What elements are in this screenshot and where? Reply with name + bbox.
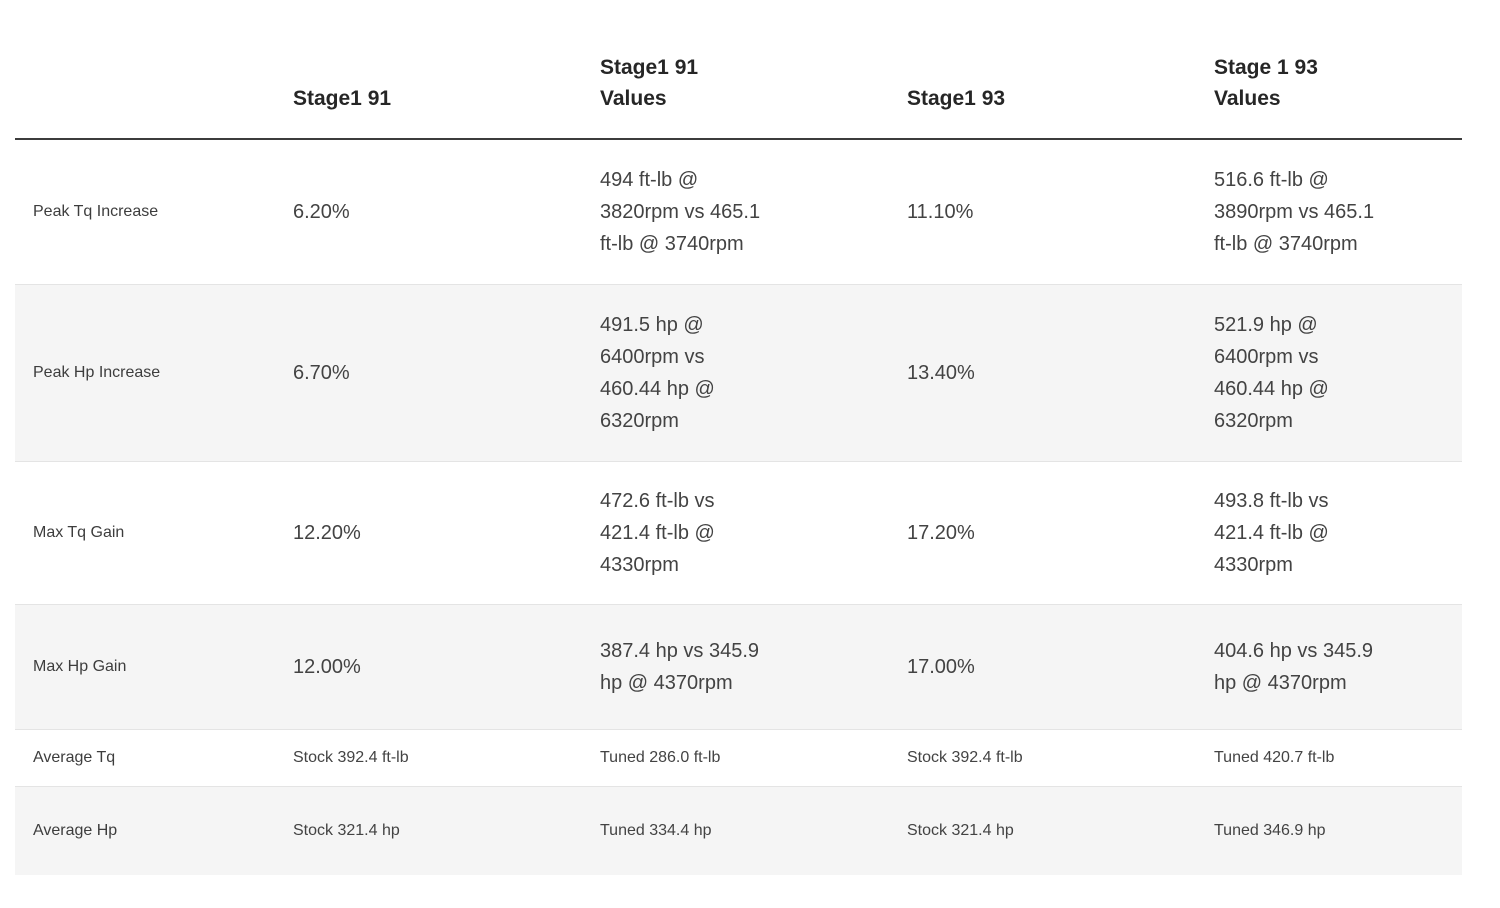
cell-value: 13.40% bbox=[907, 362, 975, 384]
cell-value: Tuned 346.9 hp bbox=[1214, 822, 1326, 839]
table-cell: Stock 392.4 ft-lb bbox=[293, 729, 600, 787]
row-label: Max Hp Gain bbox=[15, 604, 293, 730]
table-cell: Tuned 420.7 ft-lb bbox=[1214, 729, 1462, 787]
col-header-stage1-93-values: Stage 1 93 Values bbox=[1214, 0, 1462, 140]
header-row: Stage1 91 Stage1 91 Values Stage1 93 Sta… bbox=[15, 0, 1462, 140]
table-cell: 493.8 ft-lb vs 421.4 ft-lb @ 4330rpm bbox=[1214, 461, 1462, 605]
row-label: Peak Hp Increase bbox=[15, 284, 293, 462]
cell-value: 472.6 ft-lb vs 421.4 ft-lb @ 4330rpm bbox=[600, 490, 715, 576]
table-row: Peak Tq Increase 6.20% 494 ft-lb @ 3820r… bbox=[15, 138, 1462, 285]
cell-value: Stock 321.4 hp bbox=[907, 822, 1014, 839]
table-cell: 516.6 ft-lb @ 3890rpm vs 465.1 ft-lb @ 3… bbox=[1214, 138, 1462, 285]
col-header-stage1-91: Stage1 91 bbox=[293, 0, 600, 140]
cell-value: Tuned 420.7 ft-lb bbox=[1214, 749, 1335, 766]
cell-value: 516.6 ft-lb @ 3890rpm vs 465.1 ft-lb @ 3… bbox=[1214, 169, 1375, 255]
cell-value: 387.4 hp vs 345.9 hp @ 4370rpm bbox=[600, 640, 760, 694]
cell-value: 491.5 hp @ 6400rpm vs 460.44 hp @ 6320rp… bbox=[600, 314, 715, 432]
cell-value: 11.10% bbox=[907, 201, 974, 223]
col-header-empty bbox=[15, 0, 293, 140]
table-cell: Stock 392.4 ft-lb bbox=[907, 729, 1214, 787]
cell-value: 521.9 hp @ 6400rpm vs 460.44 hp @ 6320rp… bbox=[1214, 314, 1329, 432]
table-cell: 404.6 hp vs 345.9 hp @ 4370rpm bbox=[1214, 604, 1462, 730]
table-row: Average Tq Stock 392.4 ft-lb Tuned 286.0… bbox=[15, 729, 1462, 787]
table-row: Average Hp Stock 321.4 hp Tuned 334.4 hp… bbox=[15, 786, 1462, 875]
table-cell: Tuned 346.9 hp bbox=[1214, 786, 1462, 875]
table-row: Peak Hp Increase 6.70% 491.5 hp @ 6400rp… bbox=[15, 284, 1462, 462]
row-label: Max Tq Gain bbox=[15, 461, 293, 605]
cell-value: Stock 321.4 hp bbox=[293, 822, 400, 839]
table-cell: 13.40% bbox=[907, 284, 1214, 462]
table-cell: Tuned 286.0 ft-lb bbox=[600, 729, 907, 787]
table-cell: 12.20% bbox=[293, 461, 600, 605]
cell-value: 12.20% bbox=[293, 522, 361, 544]
row-label: Peak Tq Increase bbox=[15, 138, 293, 285]
table-cell: 491.5 hp @ 6400rpm vs 460.44 hp @ 6320rp… bbox=[600, 284, 907, 462]
column-header-label: Stage1 93 bbox=[907, 87, 1006, 110]
table-cell: 17.20% bbox=[907, 461, 1214, 605]
table-cell: 494 ft-lb @ 3820rpm vs 465.1 ft-lb @ 374… bbox=[600, 138, 907, 285]
table-cell: 17.00% bbox=[907, 604, 1214, 730]
table-cell: 12.00% bbox=[293, 604, 600, 730]
table-cell: 521.9 hp @ 6400rpm vs 460.44 hp @ 6320rp… bbox=[1214, 284, 1462, 462]
column-header-label: Stage 1 93 Values bbox=[1214, 56, 1318, 110]
stage-comparison-table: Stage1 91 Stage1 91 Values Stage1 93 Sta… bbox=[15, 0, 1462, 875]
table-cell: Stock 321.4 hp bbox=[293, 786, 600, 875]
column-header-label: Stage1 91 Values bbox=[600, 56, 699, 110]
table-row: Max Tq Gain 12.20% 472.6 ft-lb vs 421.4 … bbox=[15, 461, 1462, 605]
table-cell: 11.10% bbox=[907, 138, 1214, 285]
cell-value: 6.20% bbox=[293, 201, 350, 223]
cell-value: 404.6 hp vs 345.9 hp @ 4370rpm bbox=[1214, 640, 1374, 694]
cell-value: 17.00% bbox=[907, 656, 975, 678]
table-cell: 6.70% bbox=[293, 284, 600, 462]
column-header-label: Stage1 91 bbox=[293, 87, 392, 110]
cell-value: 6.70% bbox=[293, 362, 350, 384]
col-header-stage1-91-values: Stage1 91 Values bbox=[600, 0, 907, 140]
table-row: Max Hp Gain 12.00% 387.4 hp vs 345.9 hp … bbox=[15, 604, 1462, 730]
table-cell: Stock 321.4 hp bbox=[907, 786, 1214, 875]
table-cell: Tuned 334.4 hp bbox=[600, 786, 907, 875]
table-cell: 472.6 ft-lb vs 421.4 ft-lb @ 4330rpm bbox=[600, 461, 907, 605]
cell-value: Stock 392.4 ft-lb bbox=[907, 749, 1023, 766]
cell-value: Tuned 286.0 ft-lb bbox=[600, 749, 721, 766]
cell-value: Stock 392.4 ft-lb bbox=[293, 749, 409, 766]
cell-value: 493.8 ft-lb vs 421.4 ft-lb @ 4330rpm bbox=[1214, 490, 1329, 576]
table-cell: 387.4 hp vs 345.9 hp @ 4370rpm bbox=[600, 604, 907, 730]
cell-value: 12.00% bbox=[293, 656, 361, 678]
cell-value: Tuned 334.4 hp bbox=[600, 822, 712, 839]
cell-value: 494 ft-lb @ 3820rpm vs 465.1 ft-lb @ 374… bbox=[600, 169, 761, 255]
cell-value: 17.20% bbox=[907, 522, 975, 544]
col-header-stage1-93: Stage1 93 bbox=[907, 0, 1214, 140]
table-cell: 6.20% bbox=[293, 138, 600, 285]
row-label: Average Tq bbox=[15, 729, 293, 787]
row-label: Average Hp bbox=[15, 786, 293, 875]
